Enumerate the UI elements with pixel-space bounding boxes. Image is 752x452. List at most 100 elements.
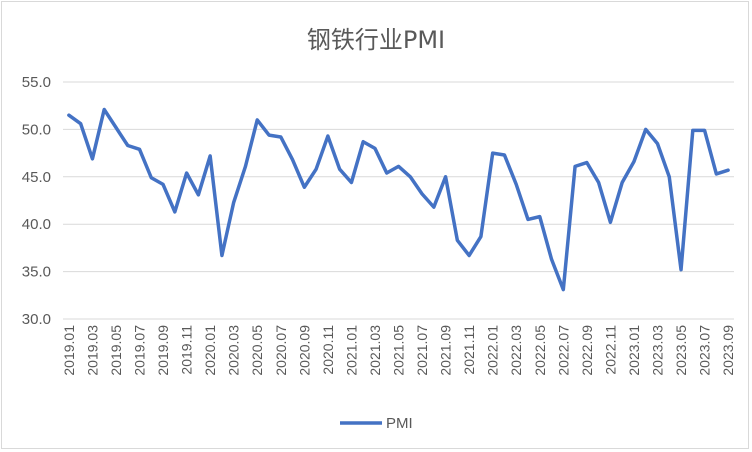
data-point bbox=[467, 254, 471, 257]
data-point bbox=[573, 165, 577, 168]
data-point bbox=[208, 154, 212, 158]
legend: PMI bbox=[340, 415, 413, 432]
x-tick-label: 2019.01 bbox=[61, 325, 77, 376]
x-tick-label: 2023.05 bbox=[673, 325, 689, 376]
data-point bbox=[220, 254, 224, 257]
data-point bbox=[67, 113, 71, 117]
data-point bbox=[91, 157, 94, 160]
data-point bbox=[173, 210, 177, 214]
data-point bbox=[361, 140, 365, 143]
data-point bbox=[279, 135, 282, 139]
data-point bbox=[456, 239, 459, 242]
x-tick-label: 2020.05 bbox=[249, 325, 265, 376]
data-point bbox=[420, 192, 424, 196]
x-axis-ticks: 2019.01 2019.03 2019.05 2019.07 2019.09 2019.… bbox=[61, 325, 736, 376]
data-point bbox=[303, 186, 306, 189]
x-tick-label: 2020.03 bbox=[226, 325, 242, 376]
x-tick-label: 2022.05 bbox=[532, 325, 548, 376]
data-point bbox=[432, 205, 436, 209]
data-point bbox=[715, 172, 718, 176]
x-tick-label: 2021.11 bbox=[461, 325, 477, 375]
y-axis-ticks: 30.0 35.0 40.0 45.0 50.0 55.0 bbox=[22, 74, 51, 328]
data-point bbox=[373, 147, 377, 150]
data-point bbox=[550, 258, 553, 261]
data-point bbox=[632, 160, 636, 163]
legend-label-pmi: PMI bbox=[386, 415, 413, 432]
y-tick-label: 45.0 bbox=[22, 169, 51, 186]
x-tick-label: 2022.03 bbox=[508, 325, 524, 376]
chart-title: 钢铁行业PMI bbox=[306, 26, 446, 54]
data-point bbox=[668, 175, 671, 178]
data-point bbox=[726, 168, 730, 172]
data-point bbox=[656, 142, 659, 145]
data-point bbox=[314, 168, 318, 171]
x-tick-label: 2021.01 bbox=[343, 325, 359, 376]
y-tick-label: 35.0 bbox=[22, 264, 51, 281]
data-point bbox=[185, 171, 188, 175]
x-tick-label: 2020.01 bbox=[202, 325, 218, 376]
data-point bbox=[620, 181, 624, 184]
x-tick-label: 2019.11 bbox=[179, 325, 195, 375]
data-point bbox=[562, 288, 565, 291]
data-point bbox=[79, 122, 82, 125]
data-point bbox=[503, 153, 506, 157]
x-tick-label: 2023.09 bbox=[720, 325, 736, 376]
x-tick-label: 2021.05 bbox=[391, 325, 407, 376]
x-tick-label: 2022.11 bbox=[602, 325, 618, 375]
data-point bbox=[150, 176, 153, 179]
data-point bbox=[703, 129, 706, 132]
y-tick-label: 30.0 bbox=[22, 311, 51, 328]
x-tick-label: 2022.09 bbox=[579, 325, 595, 376]
data-point bbox=[609, 221, 612, 224]
data-point bbox=[232, 201, 235, 204]
data-point bbox=[267, 133, 271, 137]
data-point bbox=[691, 129, 694, 132]
data-point bbox=[538, 215, 541, 218]
data-point bbox=[644, 128, 647, 131]
data-point bbox=[338, 168, 341, 171]
data-point bbox=[597, 181, 600, 184]
data-point bbox=[256, 118, 259, 122]
x-tick-label: 2022.01 bbox=[485, 325, 501, 376]
data-point bbox=[515, 183, 518, 186]
data-point bbox=[385, 171, 388, 175]
x-tick-label: 2023.01 bbox=[626, 325, 642, 376]
data-point bbox=[444, 175, 447, 178]
x-tick-label: 2023.03 bbox=[649, 325, 665, 376]
data-point bbox=[197, 193, 200, 197]
data-point bbox=[585, 161, 589, 164]
x-tick-label: 2020.11 bbox=[320, 325, 336, 375]
data-point bbox=[103, 108, 106, 111]
data-point bbox=[397, 165, 400, 168]
series-lines bbox=[67, 107, 730, 292]
data-point bbox=[126, 144, 129, 147]
x-tick-label: 2019.09 bbox=[155, 325, 171, 376]
data-point bbox=[138, 148, 141, 151]
x-tick-label: 2023.07 bbox=[697, 325, 713, 376]
x-tick-label: 2019.05 bbox=[108, 325, 124, 376]
data-point bbox=[291, 158, 294, 161]
y-tick-label: 55.0 bbox=[22, 74, 51, 91]
data-point bbox=[350, 181, 353, 184]
data-point bbox=[526, 218, 530, 221]
gridlines bbox=[63, 81, 734, 273]
y-tick-label: 40.0 bbox=[22, 216, 51, 233]
x-tick-label: 2021.07 bbox=[414, 325, 430, 376]
x-tick-label: 2019.07 bbox=[132, 325, 148, 376]
data-point bbox=[679, 268, 683, 271]
data-point bbox=[244, 165, 247, 168]
data-point bbox=[479, 235, 483, 238]
data-point bbox=[114, 126, 118, 129]
x-tick-label: 2021.03 bbox=[367, 325, 383, 376]
series-line-pmi bbox=[67, 107, 730, 292]
x-tick-label: 2020.09 bbox=[296, 325, 312, 376]
data-point bbox=[409, 175, 412, 178]
data-point bbox=[491, 151, 494, 155]
x-tick-label: 2022.07 bbox=[555, 325, 571, 376]
x-tick-label: 2020.07 bbox=[273, 325, 289, 376]
x-tick-label: 2021.09 bbox=[438, 325, 454, 376]
x-tick-label: 2019.03 bbox=[84, 325, 100, 376]
data-point bbox=[161, 183, 165, 186]
